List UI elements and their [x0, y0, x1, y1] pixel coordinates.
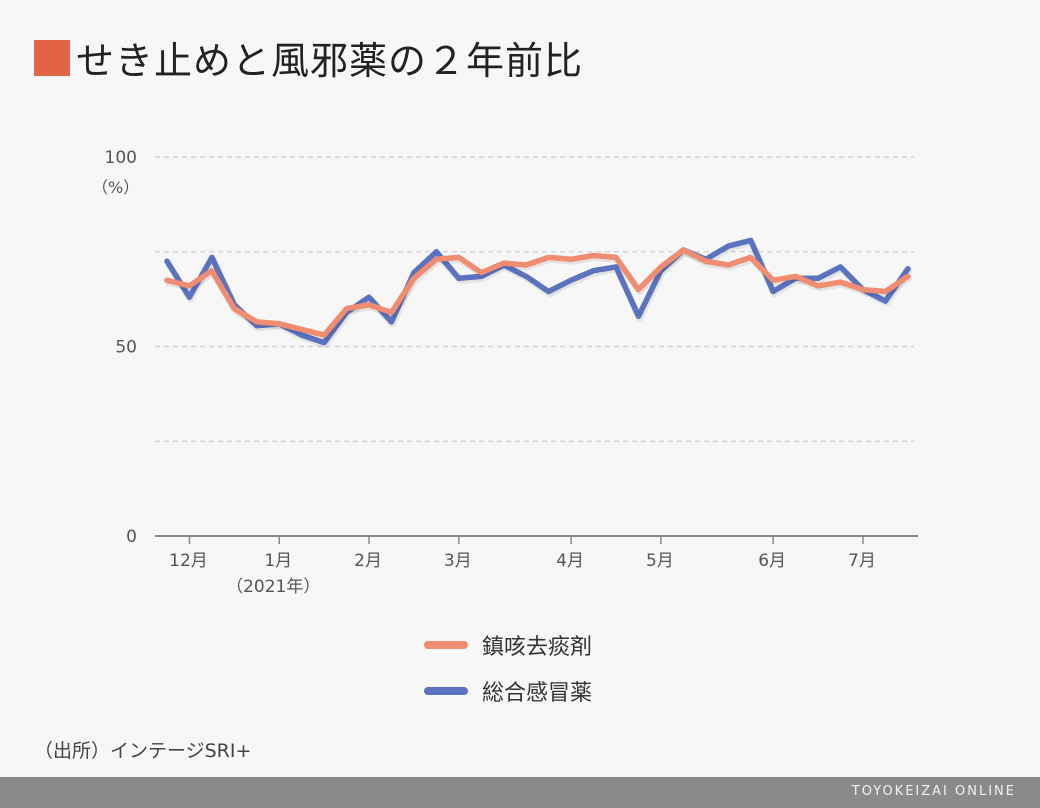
- series-line-seki: [164, 247, 911, 338]
- x-tick-label: 3月: [444, 551, 472, 571]
- x-sub-label: （2021年）: [226, 577, 320, 597]
- y-tick-label: 50: [115, 338, 137, 358]
- x-tick-label: 4月: [556, 551, 584, 571]
- legend: 鎮咳去痰剤 総合感冒薬: [424, 622, 592, 714]
- legend-item-kaze: 総合感冒薬: [424, 668, 592, 714]
- y-unit-label: （%）: [92, 178, 139, 197]
- footer-bar: TOYOKEIZAI ONLINE: [0, 777, 1040, 808]
- legend-label-kaze: 総合感冒薬: [482, 681, 593, 706]
- series-line-kaze: [164, 237, 911, 346]
- series-shadow-1: [164, 238, 913, 349]
- x-tick-label: 12月: [169, 551, 208, 571]
- chart-title: せき止めと風邪薬の２年前比: [76, 39, 584, 83]
- source-note: （出所）インテージSRI+: [34, 740, 252, 762]
- footer-brand: TOYOKEIZAI ONLINE: [851, 784, 1016, 799]
- x-tick-label: 5月: [646, 551, 674, 571]
- x-tick-label: 6月: [758, 551, 786, 571]
- chart-title-block: せき止めと風邪薬の２年前比: [34, 30, 583, 85]
- legend-swatch-kaze: [424, 687, 468, 695]
- y-tick-label: 100: [105, 148, 137, 168]
- legend-label-seki: 鎮咳去痰剤: [482, 635, 593, 660]
- legend-item-seki: 鎮咳去痰剤: [424, 622, 592, 668]
- title-square-icon: [34, 39, 70, 76]
- legend-swatch-seki: [424, 641, 468, 649]
- x-tick-label: 1月: [264, 551, 292, 571]
- x-tick-label: 2月: [354, 551, 382, 571]
- y-tick-label: 0: [126, 527, 137, 547]
- x-tick-label: 7月: [848, 551, 876, 571]
